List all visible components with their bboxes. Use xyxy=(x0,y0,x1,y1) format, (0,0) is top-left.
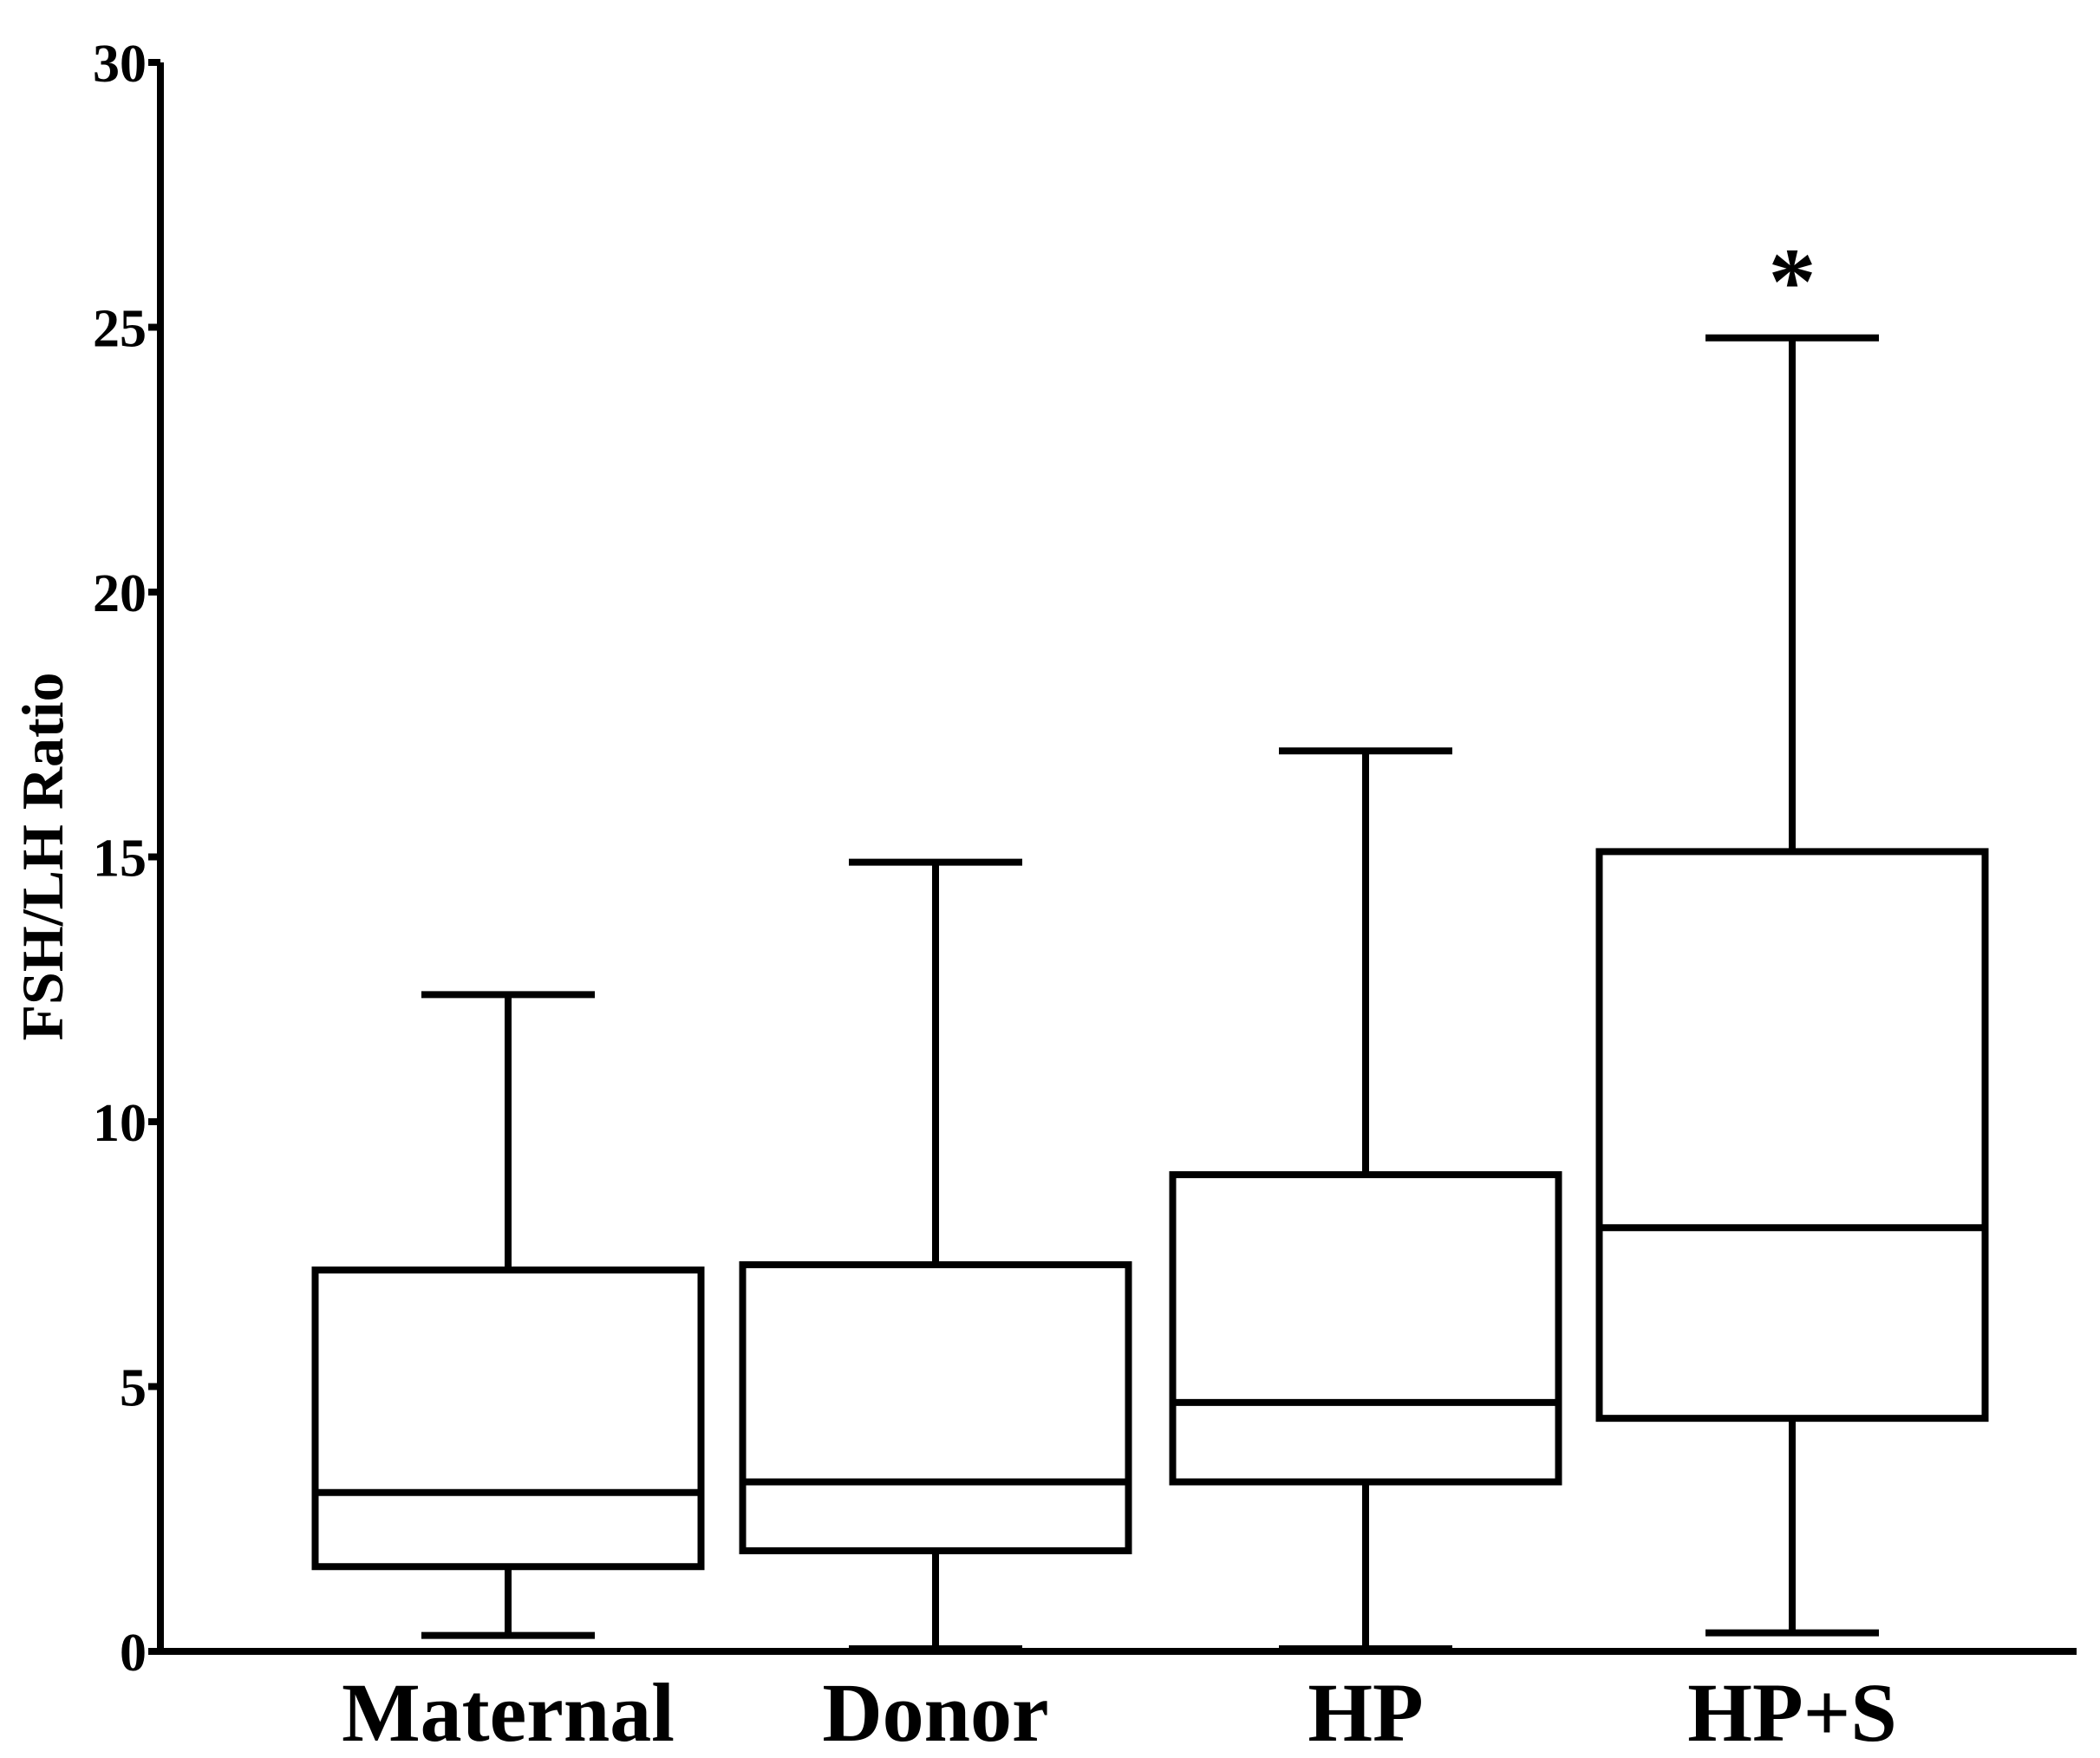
box-0 xyxy=(311,991,705,1639)
y-tick-label-0: 0 xyxy=(120,1624,147,1683)
y-tick-label-10: 10 xyxy=(93,1094,147,1153)
boxes: * xyxy=(311,229,1989,1652)
y-axis: 0 5 10 15 20 25 30 xyxy=(93,35,164,1683)
iqr-box-1 xyxy=(739,1260,1132,1554)
x-category-label-0: Maternal xyxy=(342,1666,675,1758)
box-2 xyxy=(1169,747,1562,1652)
iqr-box-0 xyxy=(311,1266,705,1571)
x-axis: Maternal Donor HP HP+S xyxy=(157,1648,2077,1758)
box-3: * xyxy=(1595,229,1989,1637)
x-category-label-3: HP+S xyxy=(1687,1666,1896,1758)
x-category-label-2: HP xyxy=(1308,1666,1423,1758)
iqr-box-3 xyxy=(1595,848,1989,1423)
x-category-label-1: Donor xyxy=(822,1666,1048,1758)
iqr-box-2 xyxy=(1169,1171,1562,1486)
box-1 xyxy=(739,858,1132,1652)
y-tick-label-15: 15 xyxy=(93,830,147,889)
y-tick-label-30: 30 xyxy=(93,35,147,94)
y-tick-label-20: 20 xyxy=(93,564,147,623)
y-tick-label-25: 25 xyxy=(93,300,147,359)
y-tick-label-5: 5 xyxy=(120,1359,147,1418)
significance-marker-3: * xyxy=(1769,229,1816,335)
y-axis-title: FSH/LH Ratio xyxy=(10,672,75,1040)
